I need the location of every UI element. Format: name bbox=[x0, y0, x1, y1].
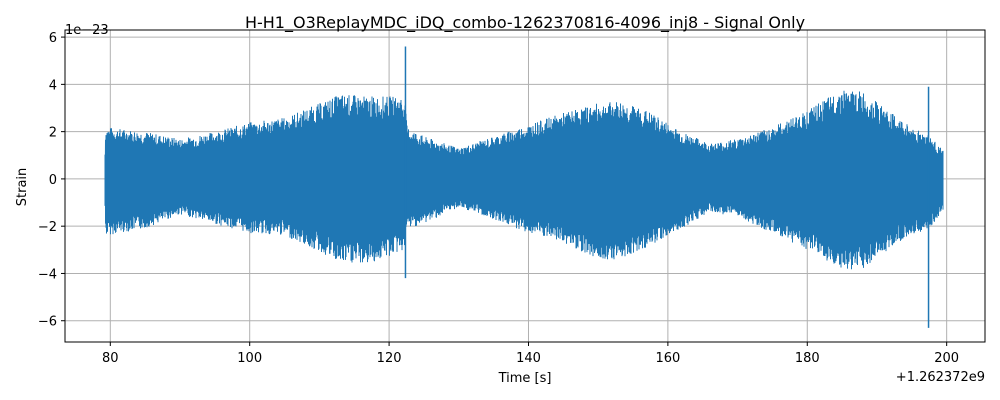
x-tick-label: 200 bbox=[934, 351, 959, 366]
axes-frame bbox=[64, 29, 986, 343]
x-tick-label: 80 bbox=[102, 351, 119, 366]
plot-area bbox=[104, 46, 944, 328]
x-tick-label: 180 bbox=[795, 351, 820, 366]
y-tick-label: −6 bbox=[38, 315, 57, 330]
x-axis-label: Time [s] bbox=[498, 371, 552, 386]
y-tick-label: −2 bbox=[38, 220, 57, 235]
x-tick-label: 140 bbox=[516, 351, 541, 366]
x-tick-label: 100 bbox=[237, 351, 262, 366]
y-tick-label: 4 bbox=[49, 78, 57, 93]
x-tick-label: 160 bbox=[655, 351, 680, 366]
y-tick-label: 0 bbox=[49, 173, 57, 188]
y-tick-label: −4 bbox=[38, 267, 57, 282]
y-axis-label: Strain bbox=[15, 168, 30, 207]
y-tick-label: 2 bbox=[49, 126, 57, 141]
y-tick-label: 6 bbox=[49, 31, 57, 46]
strain-series-line bbox=[104, 90, 944, 270]
x-axis-ticks: 80 100 120 140 160 180 200 bbox=[102, 342, 959, 366]
y-scale-label: 1e−23 bbox=[65, 23, 109, 38]
y-axis-ticks: −6 −4 −2 0 2 4 6 bbox=[38, 31, 65, 330]
x-tick-label: 120 bbox=[377, 351, 402, 366]
x-offset-label: +1.262372e9 bbox=[896, 370, 985, 385]
chart-title: H-H1_O3ReplayMDC_iDQ_combo-1262370816-40… bbox=[245, 13, 805, 33]
